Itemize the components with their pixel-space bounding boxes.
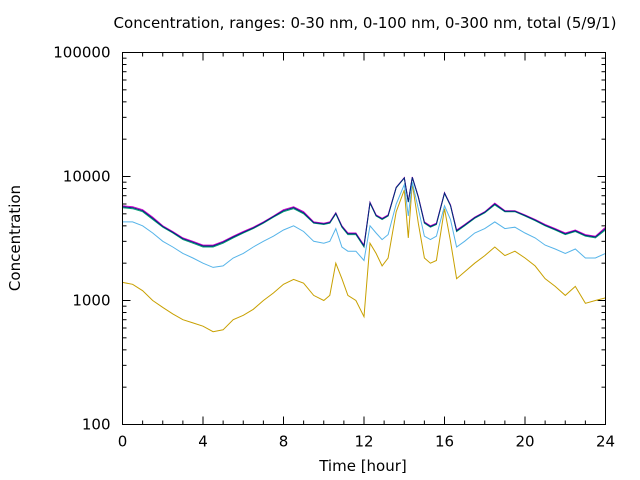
plot-frame xyxy=(122,52,606,425)
y-tick-label: 100 xyxy=(82,416,111,434)
series-line-5 xyxy=(122,176,606,248)
x-axis-label: Time [hour] xyxy=(318,457,407,475)
x-tick-label: 12 xyxy=(354,433,373,451)
y-tick-label: 1000 xyxy=(72,292,110,310)
y-tick-label: 100000 xyxy=(53,44,110,62)
series-line-1 xyxy=(122,183,606,333)
x-tick-label: 8 xyxy=(279,433,289,451)
y-tick-label: 10000 xyxy=(63,168,111,186)
series-line-2 xyxy=(122,182,606,268)
x-tick-label: 16 xyxy=(435,433,454,451)
series-line-4 xyxy=(122,176,606,247)
x-tick-label: 24 xyxy=(596,433,615,451)
x-tick-label: 4 xyxy=(198,433,208,451)
y-axis-label: Concentration xyxy=(6,185,24,291)
chart-title: Concentration, ranges: 0-30 nm, 0-100 nm… xyxy=(114,14,617,32)
x-tick-label: 0 xyxy=(118,433,128,451)
x-tick-label: 20 xyxy=(515,433,534,451)
